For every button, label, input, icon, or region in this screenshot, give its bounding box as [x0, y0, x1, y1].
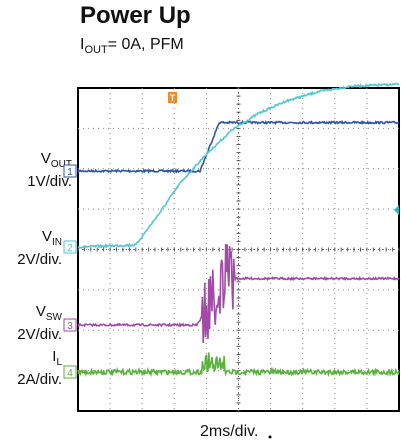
vout-label: VOUT 1V/div.: [27, 150, 72, 190]
trace-vin: [77, 82, 399, 249]
channel-marker-3: [63, 318, 77, 332]
trace-il: [77, 352, 400, 378]
channel-marker-label: 2: [67, 243, 73, 254]
chart-title: Power Up: [80, 2, 191, 29]
channel-marker-label: 1: [67, 167, 73, 178]
xlabel-dot: [268, 435, 272, 439]
channel-marker-1: [63, 164, 77, 178]
chart-subtitle: IOUT= 0A, PFM: [80, 36, 184, 57]
trigger-level-marker: [394, 205, 399, 215]
channel-marker-2: [63, 240, 77, 254]
vsw-label: VSW 2V/div.: [17, 303, 62, 343]
trace-vout: [77, 119, 400, 174]
channel-marker-label: 3: [67, 321, 73, 332]
trigger-marker: [168, 92, 177, 103]
trigger-marker-label: T: [170, 93, 176, 103]
x-axis-label: 2ms/div.: [200, 423, 259, 440]
trace-vsw: [77, 244, 400, 344]
vin-label: VIN 2V/div.: [17, 228, 62, 268]
il-label: IL 2A/div.: [17, 348, 62, 388]
channel-marker-label: 4: [67, 368, 73, 379]
channel-marker-4: [63, 365, 77, 379]
